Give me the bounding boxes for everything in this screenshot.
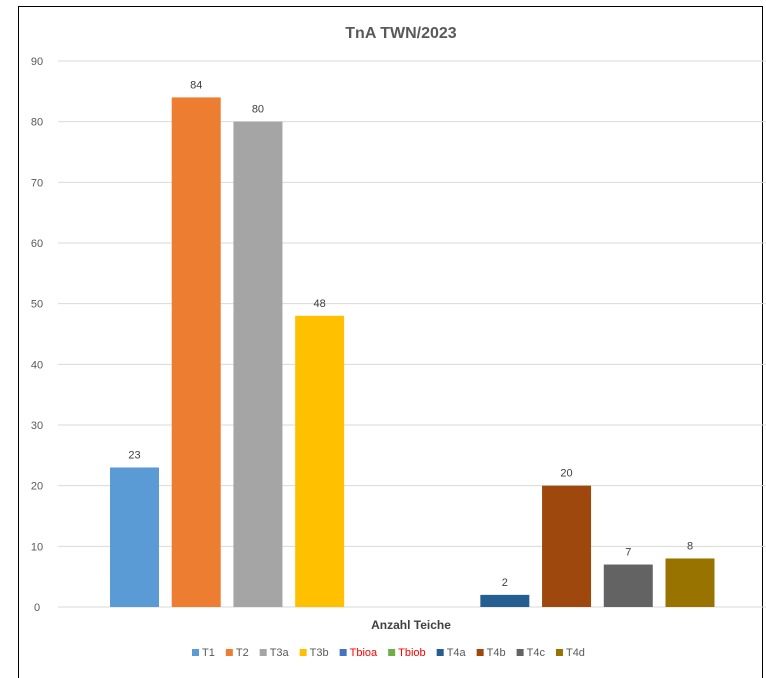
legend-label-t3a: T3a (270, 647, 290, 659)
y-tick-label: 20 (31, 481, 43, 493)
bar-t3a (233, 121, 283, 608)
legend-swatch-t2 (225, 649, 233, 656)
data-label-t4d: 8 (687, 540, 693, 552)
y-tick-label: 60 (31, 238, 43, 250)
chart-title: TnA TWN/2023 (345, 25, 457, 42)
bar-t2 (171, 97, 221, 608)
bar-t4b (542, 485, 592, 607)
x-axis-title: Anzahl Teiche (371, 618, 451, 632)
y-axis-ticks: 0 10 20 30 40 50 60 70 80 90 (31, 56, 43, 614)
legend-label-t4a: T4a (447, 647, 467, 659)
data-label-t4b: 20 (560, 468, 572, 480)
legend-swatch-t3b (299, 649, 307, 656)
bar-t4a (480, 594, 530, 607)
legend-label-t4c: T4c (527, 647, 546, 659)
legend-swatch-t4d (555, 649, 563, 656)
y-tick-label: 0 (34, 602, 40, 614)
data-label-t3a: 80 (252, 104, 264, 116)
y-tick-label: 70 (31, 177, 43, 189)
legend-label-tbiob: Tbiob (398, 647, 426, 659)
bar-t3b (295, 315, 345, 607)
legend-label-t2: T2 (236, 647, 249, 659)
legend-label-tbioa: Tbioa (350, 647, 378, 659)
gridlines (58, 60, 766, 547)
data-label-t4a: 2 (502, 577, 508, 589)
bar-t4c (603, 564, 653, 607)
legend-swatch-tbiob (388, 649, 396, 656)
legend-label-t3b: T3b (310, 647, 329, 659)
legend: T1 T2 T3a T3b Tbioa Tbiob T4a T4b T4c T4d (192, 647, 585, 659)
y-tick-label: 30 (31, 420, 43, 432)
y-tick-label: 40 (31, 359, 43, 371)
bar-t1 (110, 467, 159, 607)
y-tick-label: 10 (31, 541, 43, 553)
legend-swatch-t4b (476, 649, 484, 656)
data-label-t1: 23 (128, 449, 140, 461)
y-tick-label: 90 (31, 56, 43, 68)
legend-label-t4b: T4b (487, 647, 506, 659)
bar-t4d (665, 558, 715, 607)
data-label-t4c: 7 (625, 547, 631, 559)
y-tick-label: 50 (31, 299, 43, 311)
legend-label-t4d: T4d (566, 647, 585, 659)
legend-label-t1: T1 (202, 647, 215, 659)
data-label-t2: 84 (190, 79, 202, 91)
bars (110, 97, 715, 608)
legend-swatch-t3a (259, 649, 267, 656)
legend-swatch-t4a (436, 649, 444, 656)
legend-swatch-tbioa (339, 649, 347, 656)
chart-frame (18, 6, 763, 678)
legend-swatch-t1 (192, 649, 199, 656)
data-labels: 23 84 80 48 2 20 7 8 (128, 79, 693, 588)
y-tick-label: 80 (31, 117, 43, 129)
data-label-t3b: 48 (314, 298, 326, 310)
legend-swatch-t4c (516, 649, 524, 656)
